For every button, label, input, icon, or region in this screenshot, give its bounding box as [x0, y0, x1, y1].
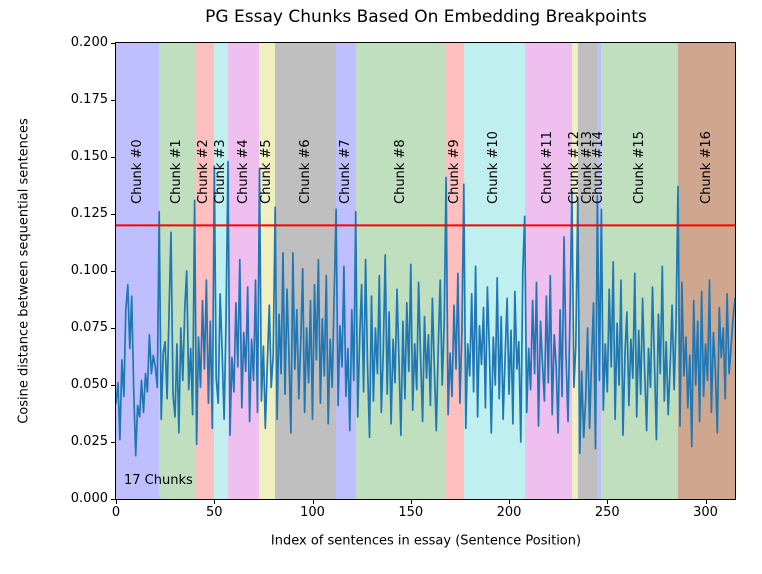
y-tick-label: 0.175	[70, 92, 108, 107]
x-tick-label: 150	[398, 505, 424, 520]
x-tick-label: 50	[205, 505, 223, 520]
chunk-label-8: Chunk #8	[392, 139, 408, 205]
x-tick-label: 200	[496, 505, 522, 520]
y-tick-mark	[111, 328, 115, 329]
chunk-span-10	[463, 43, 525, 499]
x-tick-mark	[116, 500, 117, 504]
chunk-labels-layer: Chunk #0 Chunk #1 Chunk #2 Chunk #3 Chunk #4…	[116, 43, 735, 499]
distance-line-plot	[116, 160, 735, 457]
plot-area: Chunk #0 Chunk #1 Chunk #2 Chunk #3 Chunk #4…	[115, 42, 736, 500]
y-tick-label: 0.200	[70, 35, 108, 50]
chunk-span-4	[228, 43, 260, 499]
x-tick-label: 100	[300, 505, 325, 520]
y-tick-mark	[111, 499, 115, 500]
x-tick-mark	[214, 500, 216, 504]
y-tick-label: 0.050	[70, 377, 108, 392]
chunk-label-7: Chunk #7	[337, 139, 353, 205]
y-tick-label: 0.075	[70, 320, 108, 335]
chunk-label-0: Chunk #0	[129, 139, 145, 205]
x-tick-mark	[312, 500, 314, 504]
chunk-label-3: Chunk #3	[213, 139, 229, 205]
x-tick-label: 300	[693, 505, 718, 520]
x-tick-mark	[705, 500, 707, 504]
x-tick-label: 250	[594, 505, 620, 520]
chunk-label-2: Chunk #2	[196, 139, 212, 205]
chunk-label-11: Chunk #11	[540, 131, 556, 205]
chunk-span-1	[159, 43, 195, 499]
chunk-label-4: Chunk #4	[235, 139, 251, 205]
chunk-count-annotation: 17 Chunks	[124, 473, 193, 488]
y-tick-label: 0.025	[70, 434, 108, 449]
y-tick-mark	[111, 385, 115, 386]
y-tick-mark	[111, 442, 115, 443]
chunk-label-10: Chunk #10	[486, 131, 502, 205]
chunk-span-14	[597, 43, 602, 499]
y-axis-label: Cosine distance between sequential sente…	[16, 118, 32, 424]
y-tick-mark	[111, 271, 115, 272]
chunk-label-1: Chunk #1	[168, 139, 184, 205]
y-tick-mark	[111, 214, 115, 215]
chunk-label-14: Chunk #14	[591, 131, 607, 205]
chunk-label-9: Chunk #9	[446, 139, 462, 205]
chart-title: PG Essay Chunks Based On Embedding Break…	[205, 7, 647, 27]
y-tick-label: 0.125	[70, 206, 108, 221]
y-tick-mark	[111, 100, 115, 101]
x-tick-mark	[410, 500, 412, 504]
x-tick-mark	[509, 500, 511, 504]
y-tick-mark	[111, 43, 115, 44]
chunk-span-12	[571, 43, 578, 499]
chunk-label-6: Chunk #6	[297, 139, 313, 205]
chunk-span-6	[275, 43, 337, 499]
chunk-span-16	[678, 43, 735, 499]
y-tick-label: 0.100	[70, 263, 108, 278]
y-tick-mark	[111, 157, 115, 158]
y-tick-label: 0.150	[70, 149, 108, 164]
chunk-label-15: Chunk #15	[631, 131, 647, 205]
x-tick-mark	[607, 500, 609, 504]
chunk-label-5: Chunk #5	[259, 139, 275, 205]
chunk-label-16: Chunk #16	[698, 131, 714, 205]
distance-line	[116, 160, 735, 457]
x-tick-label: 0	[111, 505, 121, 520]
x-axis-label: Index of sentences in essay (Sentence Po…	[270, 533, 582, 549]
y-tick-label: 0.000	[70, 491, 108, 506]
